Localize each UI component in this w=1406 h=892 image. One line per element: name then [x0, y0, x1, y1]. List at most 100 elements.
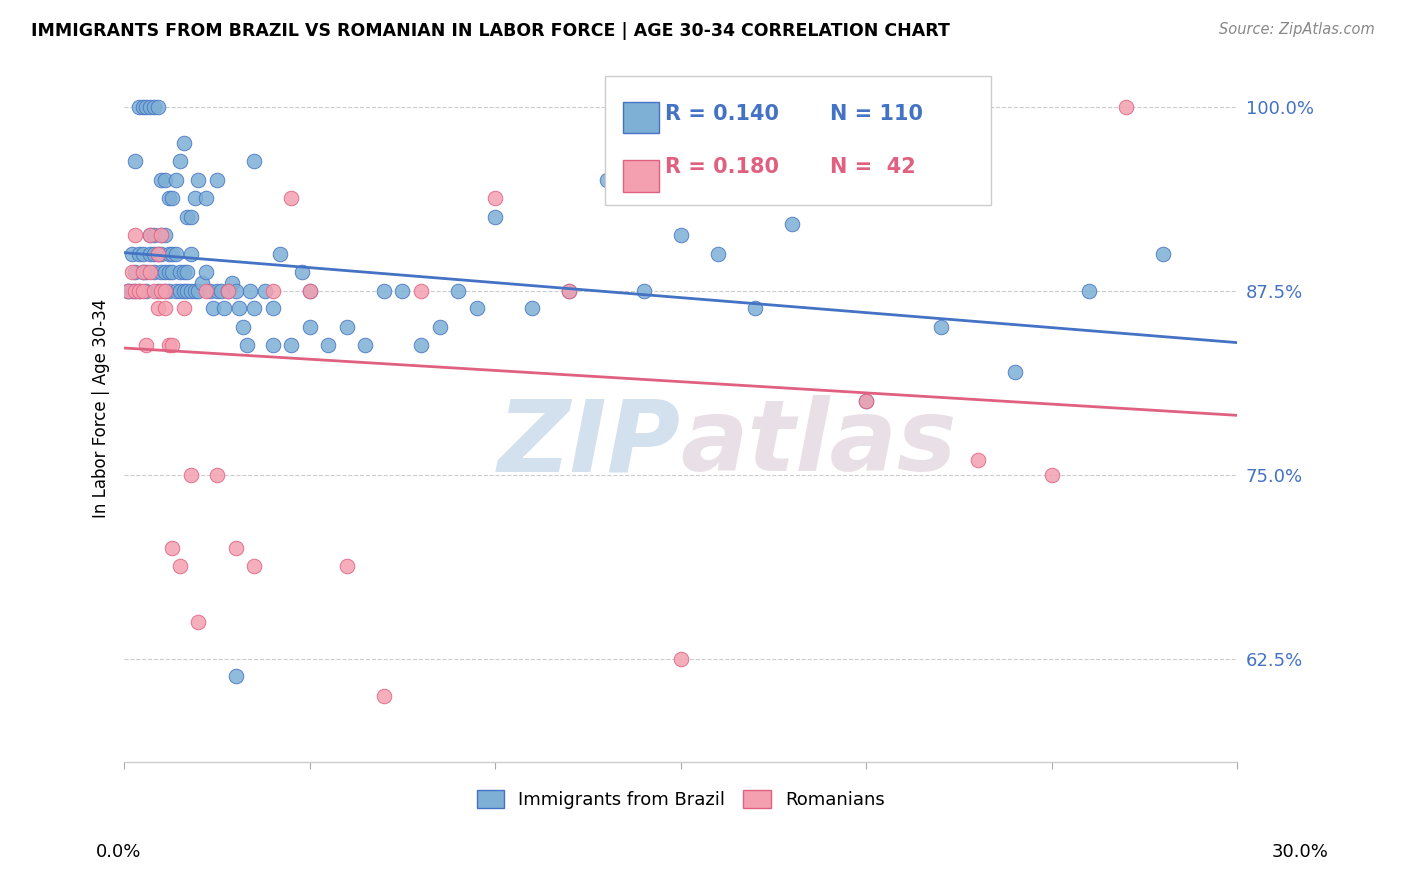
Point: [209, 284, 232, 298]
Point: [243, 559, 266, 574]
Point: [235, 338, 257, 352]
Point: [121, 264, 143, 278]
Point: [162, 191, 184, 205]
Point: [354, 338, 377, 352]
Point: [128, 100, 150, 114]
Point: [124, 284, 146, 298]
Point: [409, 338, 432, 352]
Point: [150, 284, 173, 298]
Point: [262, 301, 284, 316]
Point: [1040, 467, 1063, 482]
Point: [522, 301, 544, 316]
Text: R = 0.140: R = 0.140: [665, 103, 779, 124]
Point: [669, 227, 692, 242]
Point: [150, 173, 173, 187]
Point: [142, 264, 165, 278]
Point: [205, 467, 228, 482]
Point: [150, 264, 173, 278]
Point: [855, 394, 877, 409]
Point: [135, 338, 157, 352]
Point: [150, 227, 173, 242]
Point: [262, 338, 284, 352]
Point: [409, 284, 432, 298]
Point: [1004, 365, 1026, 379]
Point: [669, 651, 692, 665]
Point: [169, 154, 191, 169]
Point: [298, 284, 321, 298]
Point: [391, 284, 413, 298]
Point: [198, 284, 221, 298]
Point: [173, 301, 195, 316]
Point: [187, 615, 209, 629]
Point: [280, 191, 302, 205]
Point: [336, 559, 359, 574]
Point: [128, 284, 150, 298]
Point: [194, 191, 217, 205]
Point: [135, 100, 157, 114]
Point: [169, 284, 191, 298]
Point: [176, 284, 198, 298]
Point: [1077, 284, 1099, 298]
Point: [217, 284, 239, 298]
Point: [142, 100, 165, 114]
Point: [191, 277, 214, 291]
Point: [558, 284, 581, 298]
Point: [157, 191, 180, 205]
Point: [180, 210, 202, 224]
Point: [780, 218, 803, 232]
Point: [176, 264, 198, 278]
Point: [146, 284, 169, 298]
Point: [173, 264, 195, 278]
Point: [221, 277, 243, 291]
Point: [929, 320, 952, 334]
Point: [225, 541, 247, 556]
Point: [429, 320, 451, 334]
Text: Source: ZipAtlas.com: Source: ZipAtlas.com: [1219, 22, 1375, 37]
Point: [855, 394, 877, 409]
Point: [132, 247, 155, 261]
Point: [633, 284, 655, 298]
Point: [139, 264, 162, 278]
Point: [153, 264, 176, 278]
Point: [205, 173, 228, 187]
Point: [176, 210, 198, 224]
Point: [291, 264, 314, 278]
Point: [254, 284, 277, 298]
Point: [124, 227, 146, 242]
Point: [153, 284, 176, 298]
Point: [142, 227, 165, 242]
Point: [465, 301, 488, 316]
Point: [744, 301, 766, 316]
Point: [157, 284, 180, 298]
Point: [558, 284, 581, 298]
Point: [183, 284, 205, 298]
Point: [169, 559, 191, 574]
Point: [132, 264, 155, 278]
Point: [187, 284, 209, 298]
Point: [225, 669, 247, 683]
Point: [117, 284, 139, 298]
Point: [298, 320, 321, 334]
Point: [153, 284, 176, 298]
Point: [232, 320, 254, 334]
Point: [595, 173, 617, 187]
Point: [183, 191, 205, 205]
Point: [180, 247, 202, 261]
Point: [121, 284, 143, 298]
Text: 30.0%: 30.0%: [1272, 843, 1329, 861]
Point: [243, 154, 266, 169]
Legend: Immigrants from Brazil, Romanians: Immigrants from Brazil, Romanians: [470, 782, 891, 816]
Point: [205, 284, 228, 298]
Point: [139, 227, 162, 242]
Point: [146, 100, 169, 114]
Point: [139, 247, 162, 261]
Point: [162, 264, 184, 278]
Point: [194, 284, 217, 298]
Point: [165, 284, 187, 298]
Point: [165, 173, 187, 187]
Point: [142, 284, 165, 298]
Point: [173, 136, 195, 151]
Point: [128, 284, 150, 298]
Text: ZIP: ZIP: [498, 395, 681, 492]
Point: [336, 320, 359, 334]
